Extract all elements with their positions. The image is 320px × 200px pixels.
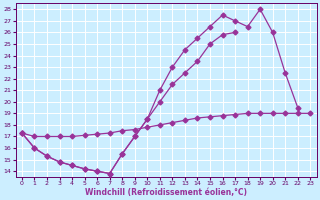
X-axis label: Windchill (Refroidissement éolien,°C): Windchill (Refroidissement éolien,°C) xyxy=(85,188,247,197)
